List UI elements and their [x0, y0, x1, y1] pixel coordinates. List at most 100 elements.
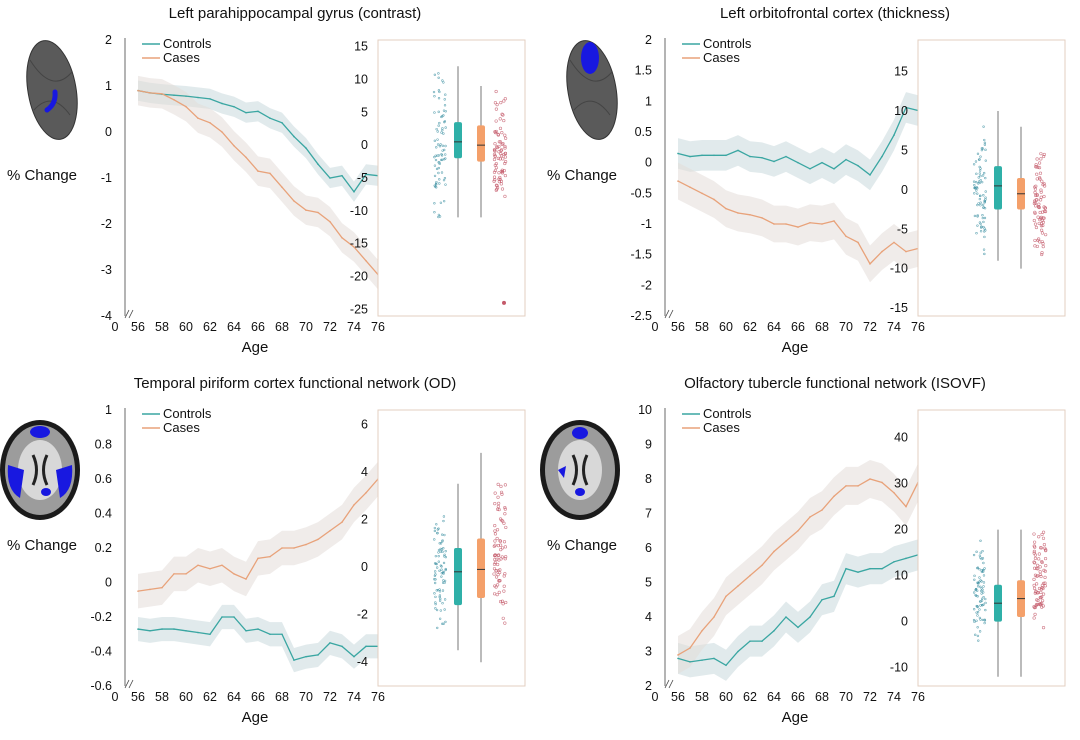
data-point-controls — [821, 598, 823, 601]
data-point-cases — [293, 547, 295, 549]
brain-region-highlight — [41, 488, 51, 496]
box-cases — [477, 125, 485, 162]
scatter-point-controls — [441, 602, 444, 605]
data-point-cases — [785, 223, 787, 225]
data-point-controls — [797, 626, 799, 629]
data-point-cases — [881, 250, 883, 253]
data-point-cases — [713, 616, 715, 618]
data-point-controls — [845, 158, 847, 161]
scatter-point-controls — [982, 194, 985, 197]
scatter-point-cases — [503, 572, 507, 576]
scatter-point-controls — [443, 608, 446, 611]
brain-surface — [566, 40, 618, 140]
scatter-point-controls — [981, 216, 985, 220]
scatter-point-cases — [1035, 574, 1039, 578]
x-tick-label: 74 — [887, 690, 901, 704]
scatter-point-cases — [500, 131, 504, 135]
confidence-band-cases — [678, 162, 918, 283]
data-point-cases — [893, 241, 895, 244]
data-point-cases — [701, 630, 703, 632]
scatter-point-cases — [494, 89, 498, 94]
data-point-cases — [365, 260, 367, 262]
scatter-point-cases — [1037, 166, 1042, 170]
data-point-cases — [773, 550, 775, 553]
chart-title: Temporal piriform cortex functional netw… — [134, 375, 457, 392]
data-point-controls — [761, 640, 763, 642]
scatter-point-controls — [976, 203, 979, 207]
box-y-tick-label: 4 — [361, 465, 368, 479]
data-point-cases — [797, 226, 799, 228]
box-controls — [454, 548, 462, 606]
data-point-cases — [689, 186, 691, 188]
box-y-tick-label: -15 — [890, 301, 908, 315]
scatter-point-controls — [433, 95, 436, 98]
scatter-point-cases — [500, 170, 505, 174]
x-tick-label: 64 — [767, 690, 781, 704]
data-point-controls — [197, 631, 199, 634]
scatter-point-cases — [1041, 536, 1046, 540]
scatter-point-cases — [502, 584, 506, 588]
scatter-point-cases — [494, 166, 498, 170]
scatter-point-cases — [1039, 216, 1043, 220]
chart-panel-2: Left orbitofrontal cortex (thickness) % C… — [540, 0, 1080, 370]
scatter-point-cases — [1036, 215, 1040, 219]
y-tick-label: 0.5 — [635, 125, 652, 139]
x-tick-label: 56 — [671, 320, 685, 334]
scatter-point-controls — [437, 551, 440, 554]
scatter-point-cases — [1040, 240, 1044, 244]
box-y-tick-label: 6 — [361, 417, 368, 431]
scatter-point-controls — [982, 581, 986, 584]
scatter-point-controls — [444, 620, 447, 624]
scatter-point-cases — [1032, 544, 1036, 548]
scatter-point-controls — [973, 192, 976, 195]
scatter-point-cases — [494, 183, 499, 187]
data-point-controls — [317, 654, 319, 656]
x-tick-label: 74 — [887, 320, 901, 334]
scatter-point-cases — [1040, 605, 1044, 609]
data-point-cases — [269, 555, 271, 558]
scatter-point-controls — [973, 574, 976, 578]
scatter-point-cases — [1035, 566, 1039, 571]
scatter-point-controls — [973, 184, 976, 187]
scatter-point-controls — [444, 568, 447, 572]
y-axis-label: % Change — [547, 167, 617, 184]
brain-region-highlight — [44, 89, 58, 113]
data-point-cases — [737, 212, 739, 214]
scatter-point-cases — [1040, 251, 1044, 255]
data-point-controls — [689, 661, 691, 663]
scatter-point-controls — [440, 158, 443, 162]
legend-label-controls: Controls — [163, 36, 212, 51]
scatter-point-cases — [497, 590, 501, 594]
scatter-point-cases — [1044, 548, 1048, 552]
scatter-point-controls — [437, 554, 440, 558]
scatter-point-controls — [982, 225, 985, 229]
axis-break-mark — [664, 309, 674, 319]
y-tick-label: 2 — [645, 679, 652, 693]
scatter-point-controls — [982, 171, 986, 175]
y-axis-label: % Change — [7, 167, 77, 184]
data-point-cases — [821, 223, 823, 225]
scatter-point-cases — [503, 506, 507, 510]
x-tick-label: 68 — [815, 320, 829, 334]
box-y-tick-label: 0 — [901, 615, 908, 629]
data-point-controls — [773, 630, 775, 632]
data-point-cases — [233, 145, 235, 147]
x-tick-label: 64 — [767, 320, 781, 334]
scatter-point-controls — [976, 614, 979, 617]
confidence-band-cases — [678, 460, 918, 674]
scatter-point-controls — [979, 551, 982, 555]
brain-slice-white-matter — [18, 440, 62, 500]
scatter-point-controls — [442, 570, 445, 574]
scatter-point-controls — [443, 176, 447, 180]
data-point-controls — [821, 161, 823, 164]
data-point-cases — [833, 220, 835, 222]
scatter-point-cases — [1037, 202, 1041, 206]
scatter-point-controls — [434, 186, 438, 189]
scatter-point-controls — [982, 206, 985, 209]
scatter-point-cases — [499, 547, 503, 552]
scatter-point-cases — [503, 512, 507, 516]
scatter-point-cases — [1034, 204, 1038, 208]
scatter-point-controls — [440, 154, 444, 157]
scatter-point-cases — [1032, 549, 1036, 553]
scatter-point-cases — [1034, 225, 1039, 230]
